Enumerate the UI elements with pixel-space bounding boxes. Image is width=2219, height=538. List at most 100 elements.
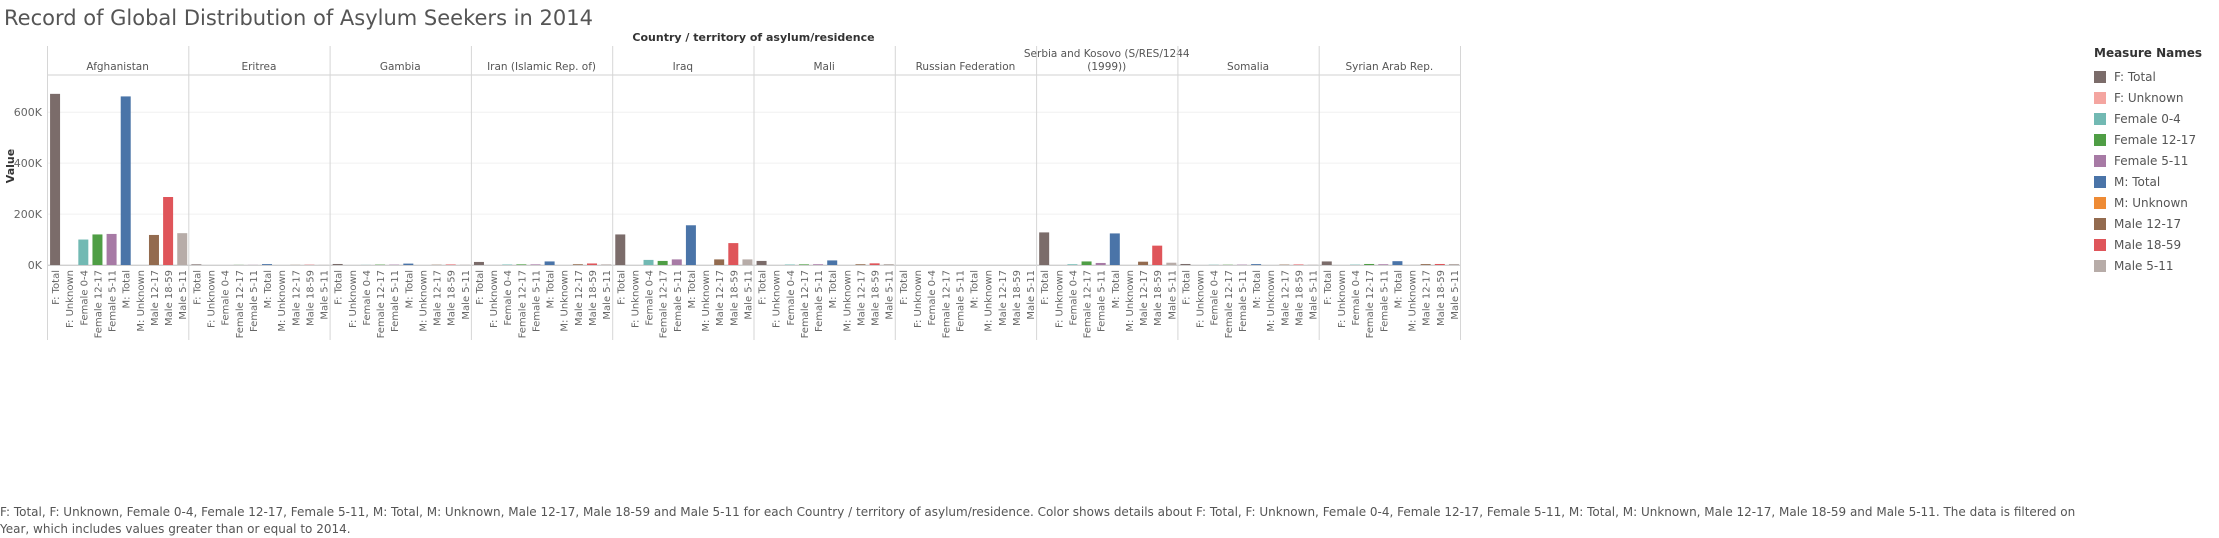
x-tick-label: Female 0-4 xyxy=(1068,270,1079,326)
bar-f-total xyxy=(333,264,343,265)
legend-item[interactable]: Female 0-4 xyxy=(2094,108,2216,129)
x-tick-label: Female 0-4 xyxy=(927,270,938,326)
x-tick-label: M: Unknown xyxy=(1125,270,1136,332)
x-tick-label: M: Unknown xyxy=(984,270,995,332)
x-tick-label: Female 12-17 xyxy=(1365,270,1376,338)
bar-female-0-4 xyxy=(644,260,654,265)
bar-f-total xyxy=(1322,261,1332,265)
legend-item[interactable]: F: Total xyxy=(2094,66,2216,87)
legend-item[interactable]: M: Unknown xyxy=(2094,192,2216,213)
bar-male-12-17 xyxy=(714,259,724,265)
legend-swatch xyxy=(2094,113,2106,125)
legend-item[interactable]: Female 12-17 xyxy=(2094,129,2216,150)
x-tick-label: Female 12-17 xyxy=(517,270,528,338)
x-tick-label: Female 5-11 xyxy=(1097,270,1108,332)
x-tick-label: Male 12-17 xyxy=(1280,270,1291,326)
x-tick-label: M: Unknown xyxy=(1408,270,1419,332)
bar-female-12-17 xyxy=(92,234,102,265)
x-tick-label: Male 18-59 xyxy=(1436,270,1447,326)
x-tick-label: M: Total xyxy=(828,270,839,309)
bar-f-total xyxy=(50,94,60,265)
x-tick-label: F: Unknown xyxy=(1337,270,1348,328)
legend-swatch xyxy=(2094,176,2106,188)
legend-item[interactable]: Male 12-17 xyxy=(2094,213,2216,234)
x-tick-label: F: Total xyxy=(1323,270,1334,305)
legend-title: Measure Names xyxy=(2094,46,2216,60)
bar-male-18-59 xyxy=(446,264,456,265)
bar-male-12-17 xyxy=(855,264,865,265)
bar-male-18-59 xyxy=(163,197,173,265)
bar-female-12-17 xyxy=(516,264,526,265)
x-tick-label: Female 5-11 xyxy=(1379,270,1390,332)
legend-swatch xyxy=(2094,239,2106,251)
x-tick-label: Female 12-17 xyxy=(1224,270,1235,338)
x-tick-label: Female 0-4 xyxy=(79,270,90,326)
x-tick-label: F: Total xyxy=(1181,270,1192,305)
x-tick-label: M: Total xyxy=(122,270,133,309)
legend-label: Female 12-17 xyxy=(2114,133,2196,147)
panel-header: Afghanistan xyxy=(86,61,149,73)
x-tick-label: Female 0-4 xyxy=(221,270,232,326)
bar-m-total xyxy=(686,225,696,265)
panel-header: Serbia and Kosovo (S/RES/1244(1999)) xyxy=(1024,48,1190,73)
x-tick-label: F: Unknown xyxy=(1196,270,1207,328)
panel-header: Gambia xyxy=(380,61,421,73)
x-tick-label: F: Unknown xyxy=(348,270,359,328)
x-tick-label: Male 18-59 xyxy=(1153,270,1164,326)
bar-male-12-17 xyxy=(1138,262,1148,265)
bar-female-0-4 xyxy=(1067,264,1077,265)
bar-male-18-59 xyxy=(1435,264,1445,265)
legend-item[interactable]: Male 18-59 xyxy=(2094,234,2216,255)
x-tick-label: Male 5-11 xyxy=(178,270,189,320)
x-tick-label: Male 5-11 xyxy=(743,270,754,320)
bar-female-0-4 xyxy=(502,264,512,265)
x-tick-label: Male 5-11 xyxy=(320,270,331,320)
panel-header: Syrian Arab Rep. xyxy=(1345,61,1433,73)
bar-female-12-17 xyxy=(799,264,809,265)
x-tick-label: M: Unknown xyxy=(1266,270,1277,332)
x-tick-label: F: Total xyxy=(334,270,345,305)
x-tick-label: F: Total xyxy=(51,270,62,305)
x-tick-label: Male 18-59 xyxy=(729,270,740,326)
x-tick-label: M: Total xyxy=(970,270,981,309)
bar-male-18-59 xyxy=(870,263,880,265)
legend-item[interactable]: M: Total xyxy=(2094,171,2216,192)
x-tick-label: Female 12-17 xyxy=(93,270,104,338)
y-tick-label: 0K xyxy=(28,259,43,272)
x-tick-label: Male 12-17 xyxy=(1139,270,1150,326)
legend-item[interactable]: Male 5-11 xyxy=(2094,255,2216,276)
legend-item[interactable]: F: Unknown xyxy=(2094,87,2216,108)
x-tick-label: Male 5-11 xyxy=(1309,270,1320,320)
bar-female-0-4 xyxy=(785,264,795,265)
x-tick-label: F: Total xyxy=(192,270,203,305)
x-tick-label: Female 5-11 xyxy=(249,270,260,332)
legend-label: Female 0-4 xyxy=(2114,112,2181,126)
x-tick-label: Female 0-4 xyxy=(503,270,514,326)
bar-female-5-11 xyxy=(530,264,540,265)
legend-item[interactable]: Female 5-11 xyxy=(2094,150,2216,171)
bar-male-12-17 xyxy=(573,264,583,265)
x-tick-label: Male 18-59 xyxy=(588,270,599,326)
x-tick-label: M: Total xyxy=(404,270,415,309)
x-tick-label: Male 18-59 xyxy=(1012,270,1023,326)
panel-header: Iran (Islamic Rep. of) xyxy=(487,61,596,73)
bar-male-18-59 xyxy=(1294,264,1304,265)
bar-m-total xyxy=(1251,264,1261,265)
x-tick-label: F: Unknown xyxy=(630,270,641,328)
legend-swatch xyxy=(2094,134,2106,146)
bar-m-total xyxy=(827,260,837,265)
y-tick-label: 200K xyxy=(14,208,43,221)
y-tick-label: 400K xyxy=(14,157,43,170)
x-tick-label: F: Unknown xyxy=(772,270,783,328)
x-tick-label: Female 5-11 xyxy=(531,270,542,332)
bar-male-18-59 xyxy=(587,263,597,265)
x-tick-label: Male 5-11 xyxy=(461,270,472,320)
x-tick-label: Male 18-59 xyxy=(164,270,175,326)
x-tick-label: Female 5-11 xyxy=(673,270,684,332)
x-tick-label: Male 12-17 xyxy=(998,270,1009,326)
x-tick-label: Female 12-17 xyxy=(235,270,246,338)
x-tick-label: M: Total xyxy=(1111,270,1122,309)
bar-m-total xyxy=(121,96,131,265)
